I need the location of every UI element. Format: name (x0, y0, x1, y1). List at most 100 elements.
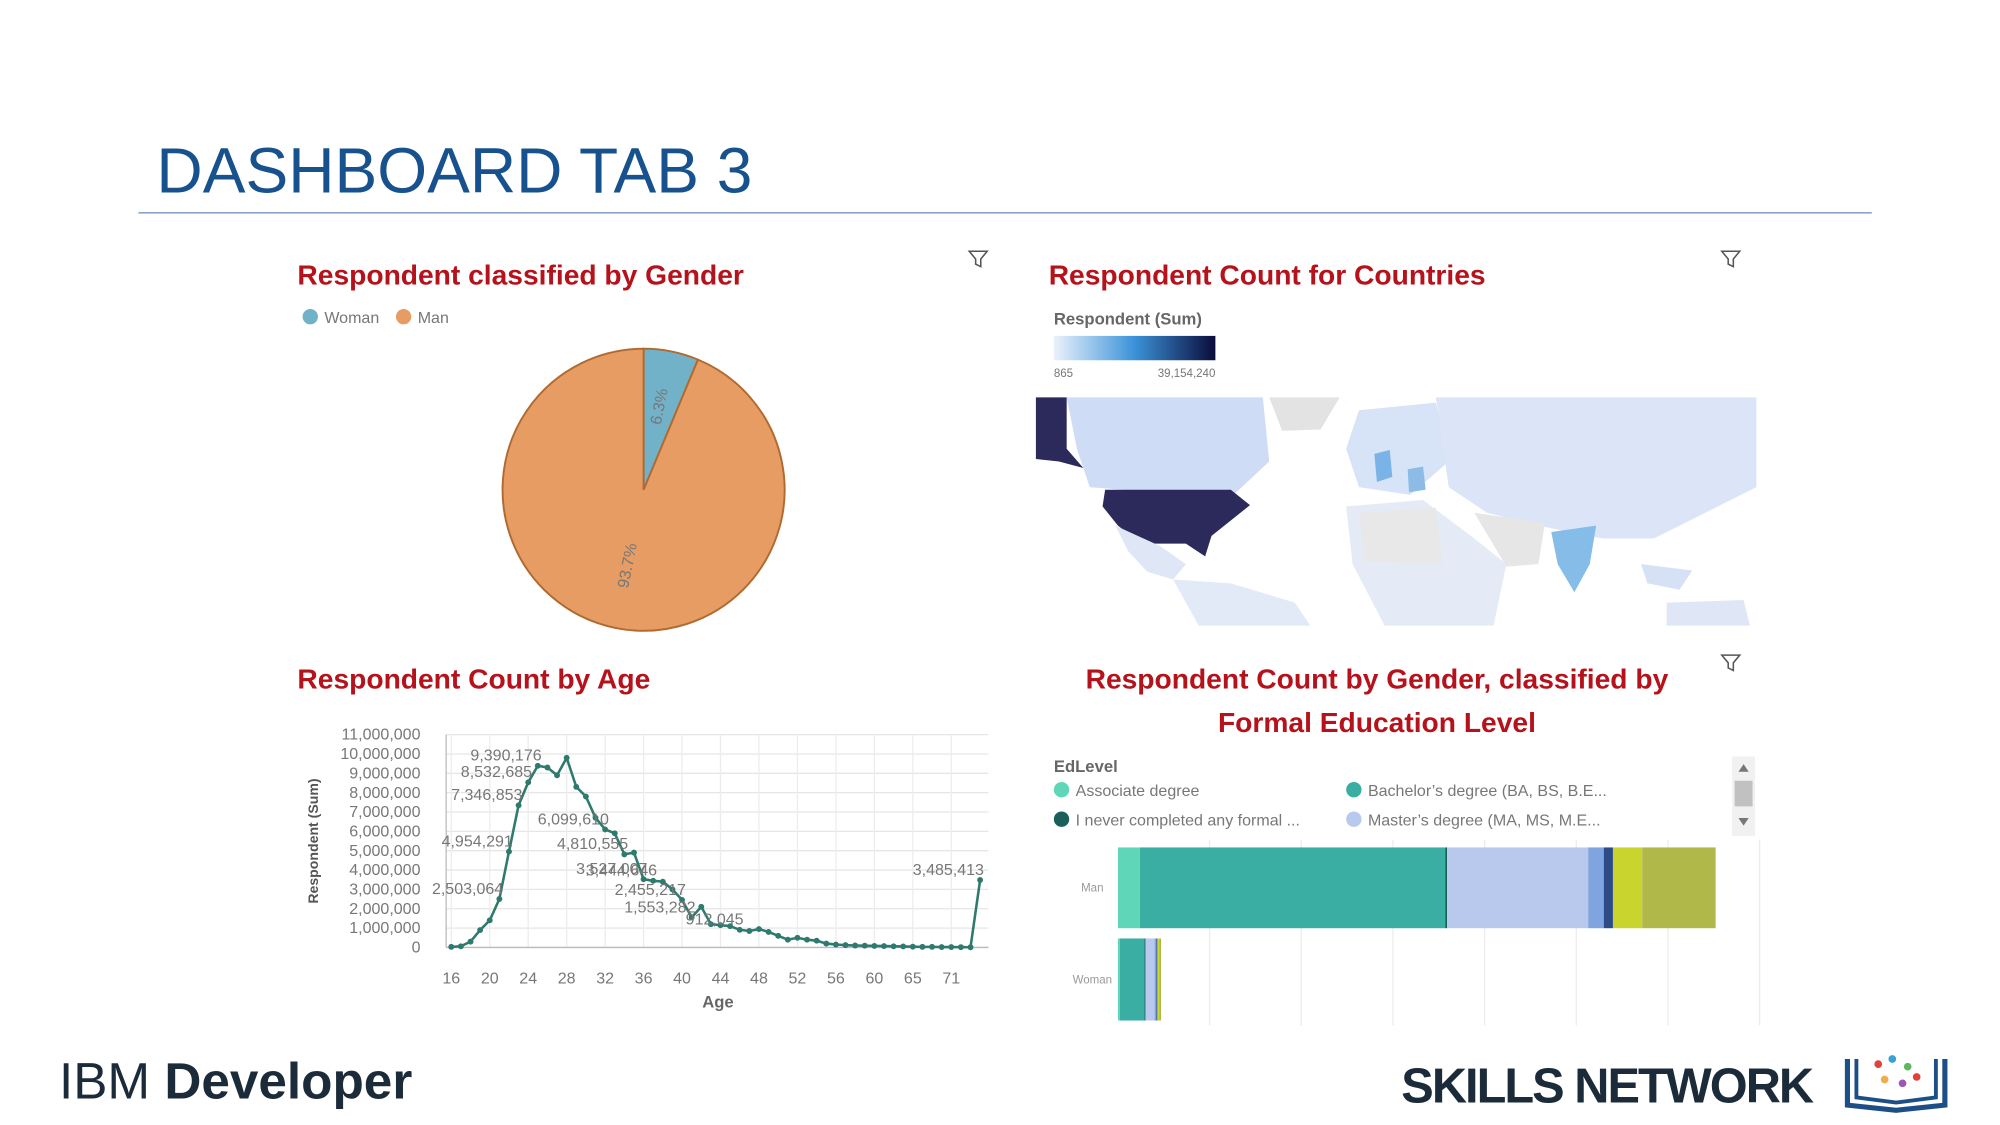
line-point (813, 937, 820, 944)
pie-slice (501, 347, 786, 632)
line-point (948, 944, 955, 950)
line-point (448, 943, 455, 950)
scroll-thumb[interactable] (1734, 780, 1753, 807)
line-point (525, 779, 532, 786)
line-point (717, 922, 724, 929)
line-point (631, 849, 637, 856)
scroll-up[interactable] (1738, 764, 1749, 772)
bar-segment (1117, 938, 1120, 1021)
bar-segment (1642, 847, 1716, 929)
data-label: 2,455,217 (615, 881, 686, 899)
y-tick-label: 0 (412, 939, 421, 957)
bar-segment (1588, 847, 1604, 929)
line-point (496, 896, 503, 902)
brand-name: Developer (164, 1053, 412, 1110)
line-point (563, 754, 570, 761)
line-point (765, 929, 772, 935)
line-point (592, 814, 599, 821)
data-label: 1,553,282 (624, 898, 695, 916)
filter-icon[interactable] (1720, 654, 1742, 672)
country (1173, 579, 1311, 626)
legend-label: Master’s degree (MA, MS, M.E... (1368, 812, 1601, 830)
line-point (832, 941, 839, 948)
filter-icons (967, 250, 1742, 672)
y-tick-label: 8,000,000 (349, 784, 420, 802)
network-logo (1844, 1055, 1948, 1113)
data-label: 6,099,610 (538, 810, 609, 828)
chart-title: Respondent classified by Gender (297, 259, 743, 291)
line-point (842, 942, 849, 949)
y-axis-title: Respondent (Sum) (305, 778, 321, 903)
line-point (602, 826, 609, 833)
legend-title: EdLevel (1054, 757, 1118, 776)
bar-segment (1445, 847, 1448, 929)
legend-label: Man (418, 309, 449, 327)
line-point (794, 934, 801, 941)
y-tick-label: 7,000,000 (349, 803, 420, 821)
country (1269, 397, 1340, 431)
scroll-down[interactable] (1738, 817, 1749, 826)
country (1407, 466, 1426, 493)
chart-title: Respondent Count for Countries (1049, 259, 1486, 291)
country (1641, 564, 1693, 590)
country (1066, 397, 1270, 498)
line-point (736, 926, 743, 933)
data-label: 8,532,685 (461, 763, 532, 781)
line-point (486, 917, 493, 924)
data-label: 912,045 (686, 911, 744, 929)
line-point (746, 928, 753, 934)
x-tick-label: 56 (827, 969, 845, 987)
line-point (679, 896, 685, 903)
y-tick-label: 4,000,000 (349, 861, 420, 879)
line-point (640, 876, 647, 883)
filter-icon[interactable] (1720, 250, 1742, 268)
legend-swatch (1346, 782, 1362, 798)
line-point (506, 848, 512, 855)
line-point (957, 944, 964, 951)
line-point (890, 943, 897, 950)
x-tick-label: 52 (789, 969, 807, 987)
line-point (900, 943, 907, 950)
filter-icon[interactable] (967, 250, 989, 268)
legend-swatch (302, 308, 318, 325)
x-tick-label: 44 (712, 969, 730, 987)
line-point (650, 877, 657, 884)
bar-segment (1159, 938, 1162, 1021)
line-point (977, 877, 984, 883)
legend-swatch (1346, 811, 1362, 827)
legend-label: Woman (324, 309, 379, 327)
legend-scrollbar[interactable] (1732, 756, 1756, 836)
country (1374, 450, 1393, 483)
scale-max: 39,154,240 (1158, 368, 1216, 380)
line-point (554, 772, 560, 779)
line-point (669, 886, 676, 893)
x-tick-label: 48 (750, 969, 768, 987)
line-point (515, 802, 522, 809)
country (1551, 525, 1597, 593)
legend-label: Bachelor’s degree (BA, BS, B.E... (1368, 782, 1607, 800)
legend-label: Associate degree (1076, 782, 1200, 800)
country (1474, 512, 1545, 567)
line-point (871, 942, 878, 949)
line-point (756, 926, 762, 933)
data-label: 2,503,064 (432, 880, 503, 898)
line-point (861, 942, 868, 949)
chart-title: Respondent Count by Gender, classified b… (1086, 662, 1669, 694)
line-point (929, 943, 935, 950)
data-label: 4,954,291 (442, 832, 513, 850)
legend-title: Respondent (Sum) (1054, 309, 1202, 328)
legend-swatch (395, 308, 412, 325)
data-label: 3,485,413 (913, 861, 984, 879)
legend-swatch (1053, 811, 1070, 827)
chart-title: Respondent Count by Age (297, 662, 650, 694)
line-point (534, 762, 541, 769)
line-point (621, 851, 628, 858)
bar-segment (1156, 938, 1158, 1021)
y-tick-label: 11,000,000 (342, 726, 421, 744)
y-tick-label: 9,000,000 (349, 764, 420, 782)
line-point (909, 943, 916, 950)
data-label: 4,810,555 (557, 835, 628, 853)
bar-segment (1117, 847, 1140, 929)
line-point (775, 932, 782, 939)
line-point (659, 878, 666, 885)
